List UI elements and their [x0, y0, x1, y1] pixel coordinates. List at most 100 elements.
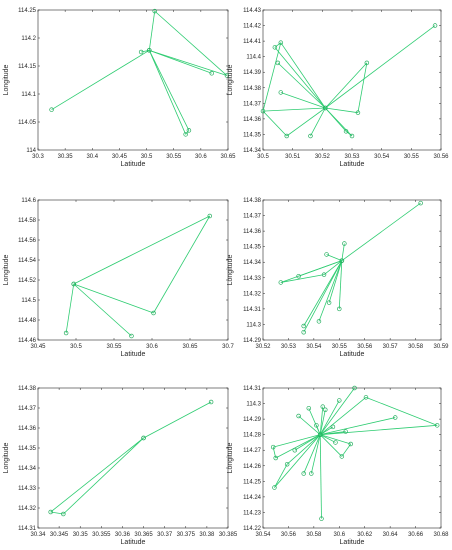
route-line: [274, 464, 288, 488]
data-point: [308, 133, 313, 139]
spoke-line: [323, 260, 343, 275]
x-tick-label: 30.62: [357, 532, 373, 538]
spoke-line: [325, 25, 436, 109]
spoke-line: [73, 283, 132, 337]
data-point: [343, 429, 348, 434]
spoke-line: [303, 260, 343, 327]
hub-point: [322, 105, 328, 111]
data-point: [284, 133, 289, 139]
y-tick-label: 114.24: [243, 495, 262, 501]
x-tick-label: 30.36: [115, 532, 131, 538]
y-tick-label: 114.4: [246, 55, 261, 61]
x-tick-label: 30.38: [199, 532, 215, 538]
spoke-line: [274, 434, 321, 488]
y-tick-label: 114.38: [18, 386, 37, 392]
spoke-line: [294, 434, 321, 451]
y-tick-label: 114.46: [18, 338, 37, 344]
data-point: [138, 49, 144, 55]
data-point: [63, 330, 69, 336]
spoke-line: [280, 42, 326, 109]
spoke-line: [275, 434, 321, 459]
route-line: [280, 274, 325, 283]
data-point: [349, 133, 355, 139]
y-tick-label: 114.37: [243, 214, 262, 220]
data-point: [323, 407, 328, 413]
y-tick-label: 114: [26, 148, 36, 154]
y-tick-label: 114.38: [243, 198, 262, 204]
y-tick-label: 114.23: [243, 510, 262, 516]
x-tick-label: 30.53: [281, 344, 297, 350]
spoke-line: [274, 47, 326, 109]
x-tick-label: 30.53: [344, 154, 360, 160]
data-point: [273, 455, 278, 461]
x-tick-label: 30.5: [70, 344, 82, 350]
spoke-line: [50, 437, 144, 513]
y-tick-label: 114.42: [243, 24, 262, 30]
data-point: [49, 107, 54, 112]
route-line: [262, 42, 282, 112]
spoke-line: [341, 202, 421, 261]
x-tick-label: 30.57: [383, 344, 399, 350]
y-tick-label: 114.29: [243, 417, 262, 423]
y-tick-label: 114.52: [18, 278, 37, 284]
y-tick-label: 114.31: [18, 526, 37, 532]
x-tick-label: 30.66: [408, 532, 424, 538]
y-tick-label: 114.5: [21, 298, 36, 304]
y-tick-label: 114.35: [243, 245, 262, 251]
y-axis-label: Longitude: [3, 255, 10, 286]
spoke-line: [280, 92, 326, 109]
y-axis-label: Longitude: [227, 255, 234, 286]
spoke-line: [273, 434, 321, 448]
plot-area: [37, 9, 229, 151]
y-tick-label: 114.58: [18, 218, 37, 224]
y-axis-label: Longitude: [227, 65, 234, 96]
plot-area: [37, 387, 229, 529]
subplot-4: 30.52 30.53 30.54 30.55 30.56 30.57 30.58 30.59…: [227, 198, 449, 358]
spoke-line: [325, 107, 353, 137]
x-tick-label: 30.55: [106, 344, 122, 350]
subplot-6: 30.54 30.56 30.58 30.6 30.62 30.64 30.66 30.68 1…: [227, 385, 449, 546]
y-tick-label: 114.33: [18, 486, 37, 492]
x-tick-label: 30.385: [219, 532, 238, 538]
y-tick-label: 114.31: [243, 307, 262, 313]
spoke-line: [262, 107, 326, 112]
data-point: [392, 415, 398, 420]
subplot-5: 30.34 30.345 30.35 30.355 30.36 30.365 30.37 30…: [3, 386, 238, 546]
spoke-line: [325, 107, 358, 114]
x-axis-label: Latitude: [340, 539, 365, 546]
data-point: [337, 398, 342, 403]
x-tick-label: 30.56: [281, 532, 297, 538]
data-point: [284, 461, 290, 467]
data-point: [152, 8, 157, 14]
spoke-line: [319, 406, 324, 435]
data-point: [48, 509, 53, 515]
spoke-line: [298, 415, 321, 435]
x-axis-label: Latitude: [121, 539, 146, 546]
data-point: [326, 300, 332, 305]
spoke-line: [310, 107, 326, 137]
x-tick-label: 30.52: [315, 154, 331, 160]
plot-area: [262, 387, 442, 529]
spoke-line: [65, 283, 75, 334]
x-tick-label: 30.37: [157, 532, 173, 538]
y-tick-label: 114.41: [243, 39, 262, 45]
spoke-line: [277, 62, 326, 109]
data-point: [330, 424, 336, 430]
data-point: [348, 441, 353, 447]
y-axis-label: Longitude: [227, 443, 234, 474]
y-tick-label: 114.39: [243, 70, 262, 76]
x-tick-label: 30.54: [255, 532, 271, 538]
y-tick-label: 114.38: [243, 86, 262, 92]
spoke-line: [141, 49, 150, 53]
data-point: [296, 273, 301, 279]
x-tick-label: 30.34: [30, 532, 46, 538]
spoke-line: [51, 49, 150, 111]
x-tick-label: 30.58: [306, 532, 322, 538]
data-point: [342, 241, 347, 246]
spoke-line: [325, 62, 368, 109]
x-tick-label: 30.355: [92, 532, 111, 538]
spoke-line: [73, 283, 154, 314]
data-point: [209, 71, 214, 76]
y-tick-label: 114.1: [21, 92, 36, 98]
data-point: [333, 440, 338, 445]
